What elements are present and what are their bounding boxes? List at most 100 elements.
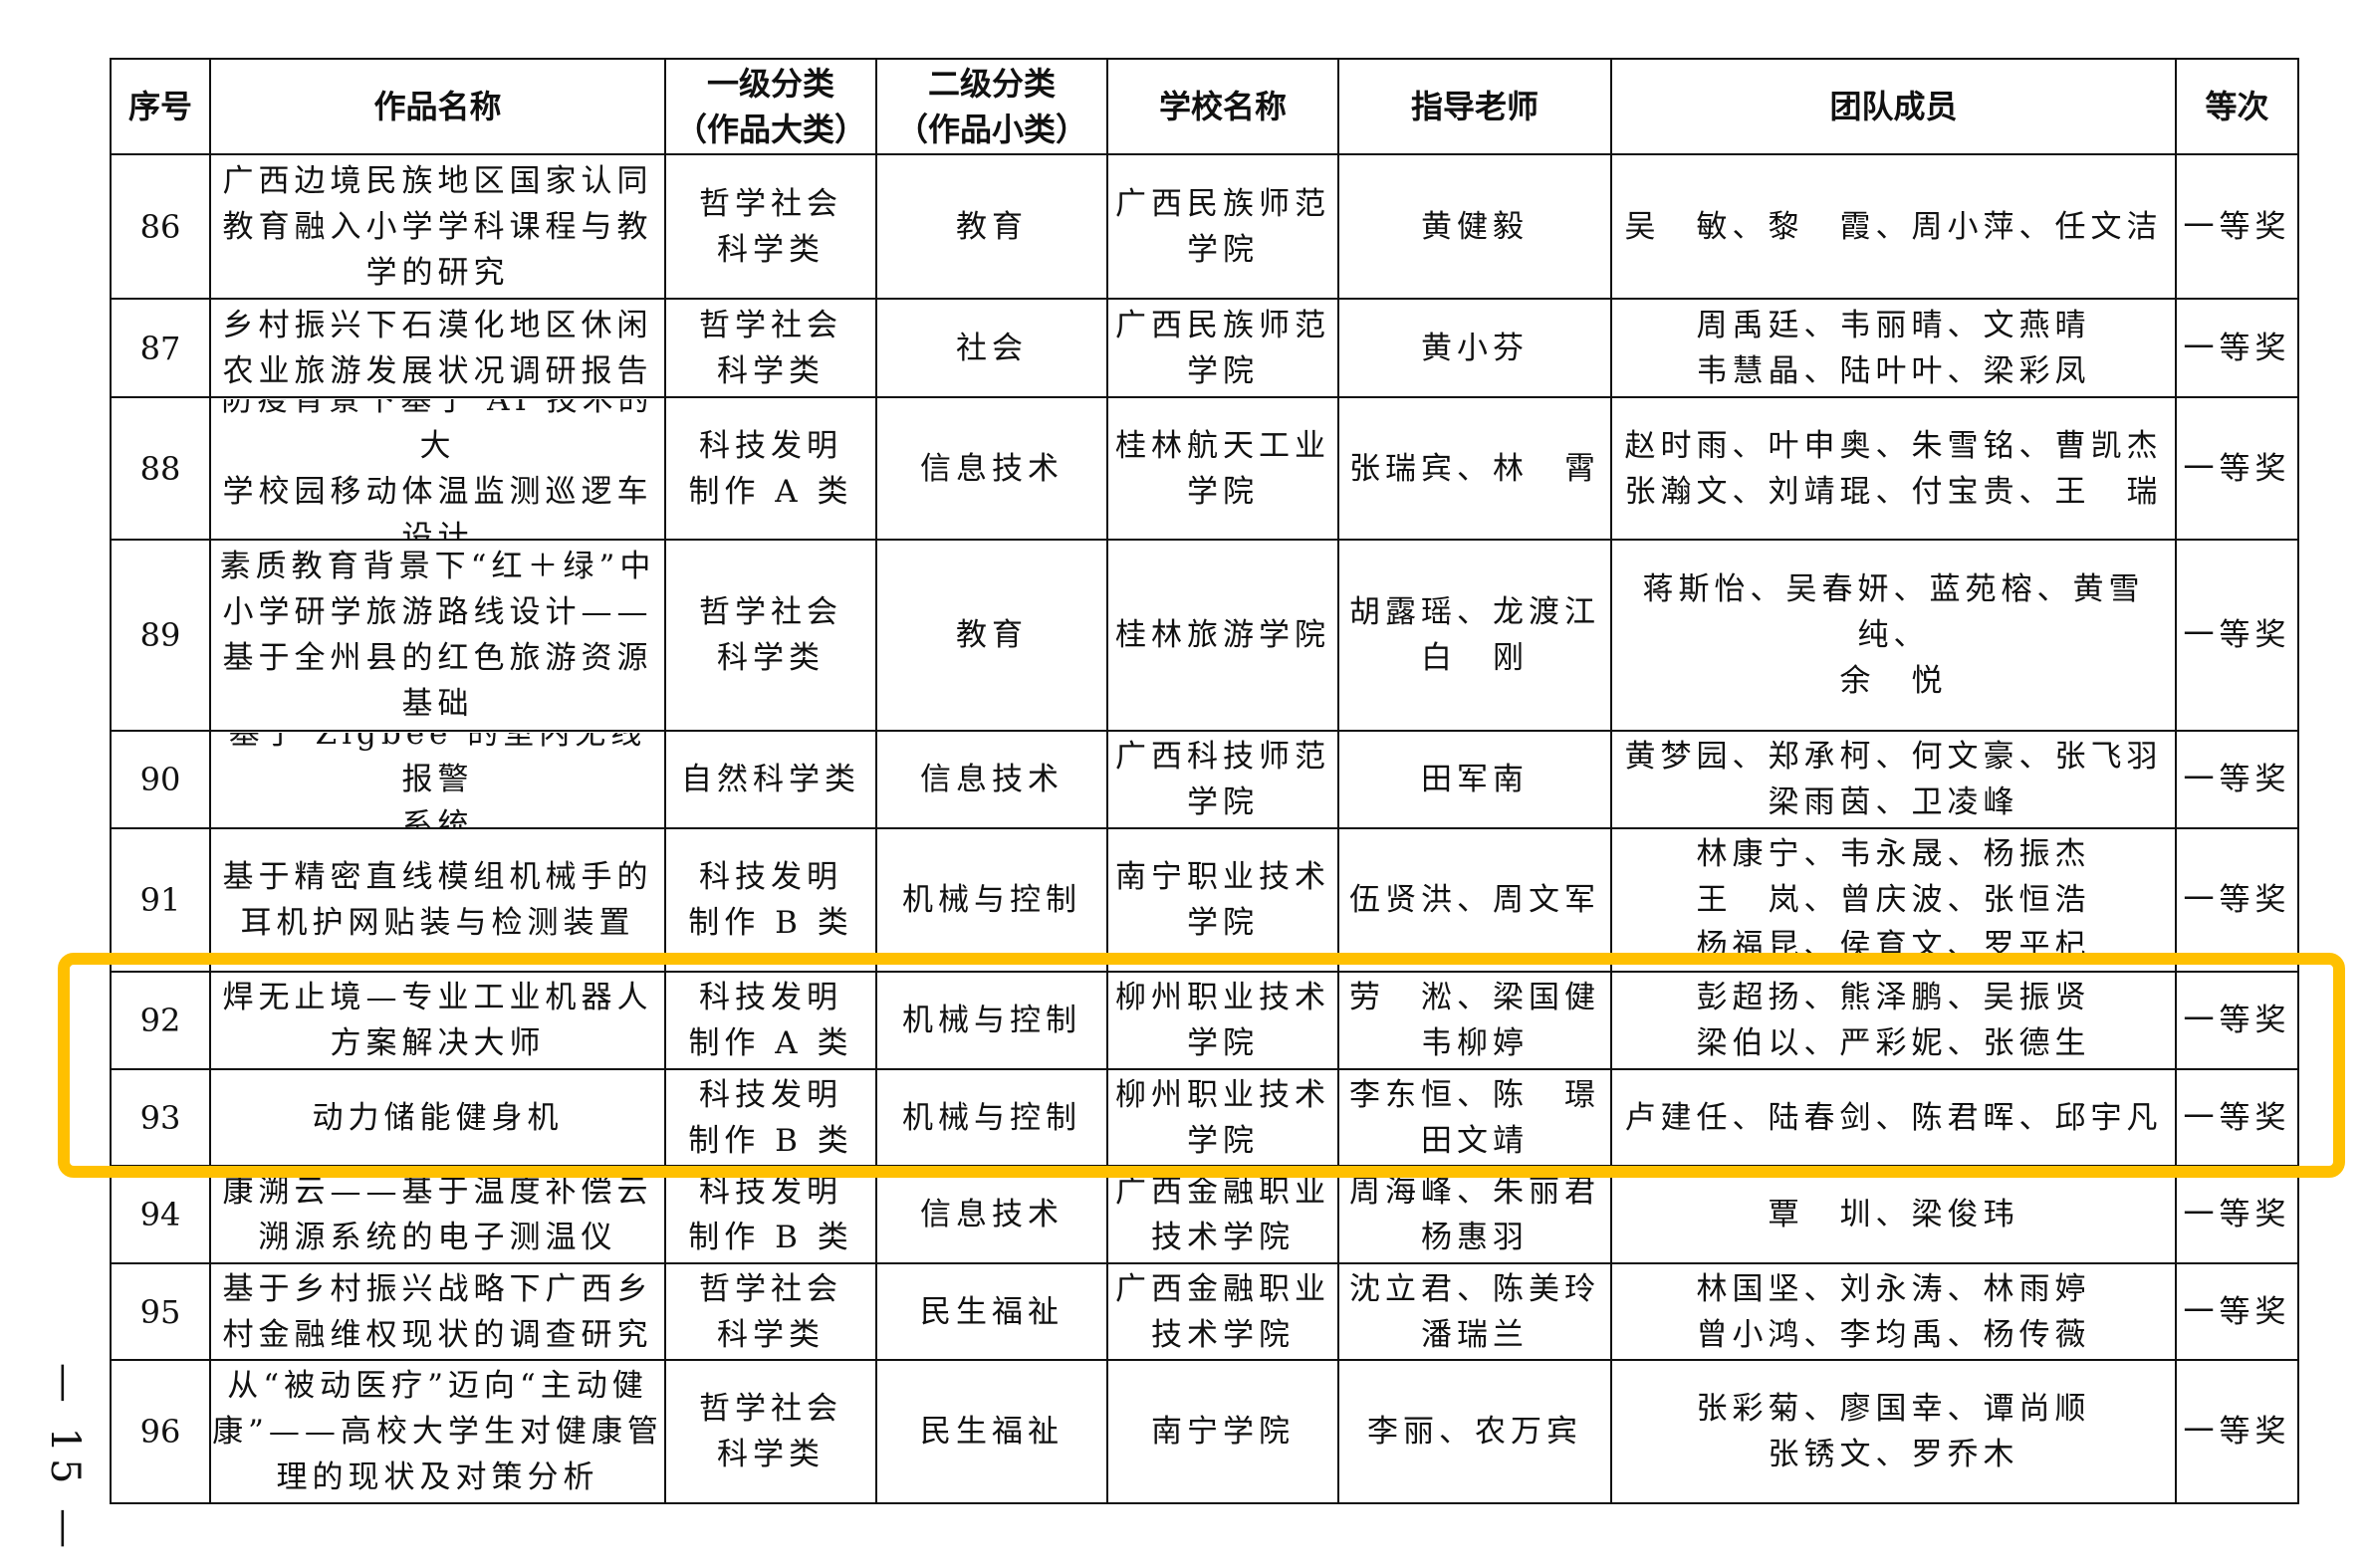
category-text: 哲学社会 科学类 bbox=[699, 307, 842, 389]
cell-team: 黄梦园、郑承柯、何文豪、张飞羽 梁雨茵、卫凌峰 bbox=[1610, 730, 2177, 829]
subcategory-text: 信息技术 bbox=[920, 762, 1064, 797]
header-team: 团队成员 bbox=[1610, 58, 2177, 155]
school-text: 柳州职业技术 学院 bbox=[1115, 980, 1330, 1061]
title-text: 防疫背景下基于 AI 技术的大 学校园移动体温监测巡逻车 设计 bbox=[221, 398, 654, 539]
cell-school: 柳州职业技术 学院 bbox=[1106, 1068, 1339, 1167]
subcategory-text: 教育 bbox=[956, 617, 1028, 653]
category-text: 哲学社会 科学类 bbox=[699, 1391, 842, 1472]
cell-title: 基于乡村振兴战略下广西乡 村金融维权现状的调查研究 bbox=[209, 1262, 666, 1361]
category-text: 科技发明 制作 B 类 bbox=[688, 1076, 853, 1159]
advisor-text: 胡露瑶、龙渡江 白 刚 bbox=[1349, 594, 1600, 676]
cell-team: 吴 敏、黎 霞、周小萍、任文洁 bbox=[1610, 153, 2177, 300]
cell-advisor: 黄小芬 bbox=[1337, 298, 1612, 398]
category-text: 自然科学类 bbox=[681, 762, 860, 797]
cell-school: 广西民族师范 学院 bbox=[1106, 298, 1339, 398]
table-row: 93 动力储能健身机 科技发明 制作 B 类 机械与控制 柳州职业技术 学院 李东恒、陈 … bbox=[110, 1068, 2299, 1167]
page-number-text: — 15 — bbox=[42, 1362, 89, 1555]
cell-category: 哲学社会 科学类 bbox=[664, 153, 877, 300]
title-text: 基于乡村振兴战略下广西乡 村金融维权现状的调查研究 bbox=[222, 1270, 653, 1353]
serial-text: 86 bbox=[139, 207, 181, 246]
cell-team: 覃 圳、梁俊玮 bbox=[1610, 1165, 2177, 1264]
advisor-text: 李丽、农万宾 bbox=[1367, 1414, 1582, 1450]
team-text: 蒋斯怡、吴春妍、蓝苑榕、黄雪纯、 余 悦 bbox=[1642, 571, 2145, 699]
cell-serial: 89 bbox=[110, 539, 211, 732]
award-text: 一等奖 bbox=[2183, 1293, 2291, 1330]
serial-text: 94 bbox=[139, 1196, 181, 1233]
cell-category: 哲学社会 科学类 bbox=[664, 1262, 877, 1361]
serial-text: 93 bbox=[139, 1098, 181, 1137]
cell-subcategory: 社会 bbox=[875, 298, 1108, 398]
cell-award: 一等奖 bbox=[2175, 396, 2299, 541]
cell-team: 蒋斯怡、吴春妍、蓝苑榕、黄雪纯、 余 悦 bbox=[1610, 539, 2177, 732]
cell-subcategory: 机械与控制 bbox=[875, 1068, 1108, 1167]
team-text: 黄梦园、郑承柯、何文豪、张飞羽 梁雨茵、卫凌峰 bbox=[1624, 739, 2163, 820]
cell-award: 一等奖 bbox=[2175, 298, 2299, 398]
header-school: 学校名称 bbox=[1106, 58, 1339, 155]
advisor-text: 沈立君、陈美玲 潘瑞兰 bbox=[1349, 1270, 1600, 1353]
cell-title: 动力储能健身机 bbox=[209, 1068, 666, 1167]
serial-text: 91 bbox=[139, 881, 181, 919]
school-text: 南宁职业技术 学院 bbox=[1115, 859, 1330, 941]
cell-advisor: 劳 淞、梁国健 韦柳婷 bbox=[1337, 971, 1612, 1070]
table-row: 95 基于乡村振兴战略下广西乡 村金融维权现状的调查研究 哲学社会 科学类 民生福祉 广… bbox=[110, 1262, 2299, 1361]
title-text: 焊无止境—专业工业机器人 方案解决大师 bbox=[222, 980, 653, 1061]
award-text: 一等奖 bbox=[2183, 1003, 2291, 1038]
advisor-text: 黄小芬 bbox=[1421, 330, 1529, 366]
cell-team: 林国坚、刘永涛、林雨婷 曾小鸿、李均禹、杨传薇 bbox=[1610, 1262, 2177, 1361]
page-number: — 15 — bbox=[40, 1362, 90, 1555]
cell-award: 一等奖 bbox=[2175, 1359, 2299, 1504]
cell-school: 南宁职业技术 学院 bbox=[1106, 827, 1339, 973]
cell-serial: 93 bbox=[110, 1068, 211, 1167]
advisor-text: 李东恒、陈 璟 田文靖 bbox=[1349, 1076, 1600, 1159]
header-serial: 序号 bbox=[110, 58, 211, 155]
table-row: 94 康溯云——基于温度补偿云 溯源系统的电子测温仪 科技发明 制作 B 类 信息技术… bbox=[110, 1165, 2299, 1264]
cell-serial: 88 bbox=[110, 396, 211, 541]
cell-subcategory: 信息技术 bbox=[875, 1165, 1108, 1264]
team-text: 林国坚、刘永涛、林雨婷 曾小鸿、李均禹、杨传薇 bbox=[1696, 1270, 2091, 1353]
category-text: 哲学社会 科学类 bbox=[699, 1270, 842, 1353]
cell-serial: 86 bbox=[110, 153, 211, 300]
cell-school: 桂林旅游学院 bbox=[1106, 539, 1339, 732]
subcategory-text: 教育 bbox=[956, 208, 1028, 245]
award-text: 一等奖 bbox=[2183, 1414, 2291, 1450]
cell-serial: 87 bbox=[110, 298, 211, 398]
serial-text: 96 bbox=[139, 1413, 181, 1451]
award-text: 一等奖 bbox=[2183, 882, 2291, 918]
cell-award: 一等奖 bbox=[2175, 730, 2299, 829]
header-subcategory: 二级分类 （作品小类） bbox=[875, 58, 1108, 155]
table-row: 96 从“被动医疗”迈向“主动健 康”——高校大学生对健康管 理的现状及对策分析哲… bbox=[110, 1359, 2299, 1504]
cell-category: 科技发明 制作 B 类 bbox=[664, 1068, 877, 1167]
team-text: 卢建任、陆春剑、陈君晖、邱宇凡 bbox=[1624, 1099, 2163, 1136]
table-row: 90 基于 Zigbee 的室内无线报警 系统 自然科学类 信息技术 广西科技师范 学院… bbox=[110, 730, 2299, 829]
table-header-row: 序号 作品名称 一级分类 （作品大类） 二级分类 （作品小类） 学校名称 指导老师 团队成员… bbox=[110, 58, 2299, 155]
cell-school: 广西金融职业 技术学院 bbox=[1106, 1165, 1339, 1264]
cell-serial: 92 bbox=[110, 971, 211, 1070]
cell-team: 张彩菊、廖国幸、谭尚顺 张锈文、罗乔木 bbox=[1610, 1359, 2177, 1504]
cell-subcategory: 民生福祉 bbox=[875, 1262, 1108, 1361]
header-category: 一级分类 （作品大类） bbox=[664, 58, 877, 155]
cell-team: 卢建任、陆春剑、陈君晖、邱宇凡 bbox=[1610, 1068, 2177, 1167]
cell-subcategory: 机械与控制 bbox=[875, 971, 1108, 1070]
table-row: 87 乡村振兴下石漠化地区休闲 农业旅游发展状况调研报告 哲学社会 科学类 社会 广西民… bbox=[110, 298, 2299, 398]
advisor-text: 劳 淞、梁国健 韦柳婷 bbox=[1349, 980, 1600, 1061]
award-text: 一等奖 bbox=[2183, 208, 2291, 245]
subcategory-text: 机械与控制 bbox=[902, 1099, 1081, 1136]
title-text: 从“被动医疗”迈向“主动健 康”——高校大学生对健康管 理的现状及对策分析 bbox=[212, 1368, 663, 1495]
subcategory-text: 社会 bbox=[956, 330, 1028, 366]
award-text: 一等奖 bbox=[2183, 330, 2291, 366]
cell-title: 焊无止境—专业工业机器人 方案解决大师 bbox=[209, 971, 666, 1070]
title-text: 乡村振兴下石漠化地区休闲 农业旅游发展状况调研报告 bbox=[222, 307, 653, 389]
table-row: 88 防疫背景下基于 AI 技术的大 学校园移动体温监测巡逻车 设计 科技发明 制作… bbox=[110, 396, 2299, 541]
cell-advisor: 沈立君、陈美玲 潘瑞兰 bbox=[1337, 1262, 1612, 1361]
category-text: 科技发明 制作 A 类 bbox=[688, 980, 853, 1061]
cell-award: 一等奖 bbox=[2175, 153, 2299, 300]
subcategory-text: 机械与控制 bbox=[902, 882, 1081, 918]
school-text: 南宁学院 bbox=[1151, 1414, 1295, 1450]
subcategory-text: 信息技术 bbox=[920, 450, 1064, 487]
awards-table: 序号 作品名称 一级分类 （作品大类） 二级分类 （作品小类） 学校名称 指导老师 团队成员… bbox=[110, 58, 2299, 1504]
team-text: 彭超扬、熊泽鹏、吴振贤 梁伯以、严彩妮、张德生 bbox=[1696, 980, 2091, 1061]
cell-serial: 90 bbox=[110, 730, 211, 829]
school-text: 广西民族师范 学院 bbox=[1115, 185, 1330, 268]
school-text: 广西金融职业 技术学院 bbox=[1115, 1174, 1330, 1255]
cell-award: 一等奖 bbox=[2175, 1262, 2299, 1361]
